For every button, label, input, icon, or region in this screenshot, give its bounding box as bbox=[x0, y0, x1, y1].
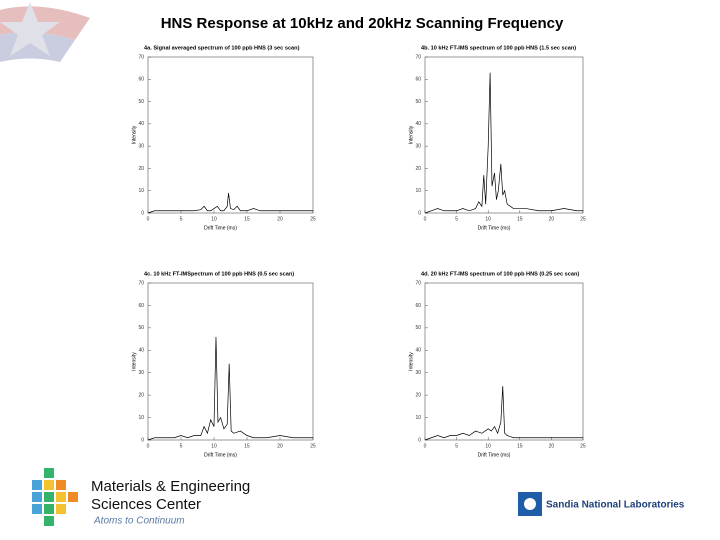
slide-title: HNS Response at 10kHz and 20kHz Scanning… bbox=[161, 15, 564, 32]
x-tick-label: 25 bbox=[310, 443, 316, 449]
y-axis-label: Intensity bbox=[131, 352, 137, 371]
footer-lab: Sandia National Laboratories bbox=[546, 500, 685, 511]
y-tick-label: 30 bbox=[415, 143, 421, 149]
x-tick-label: 10 bbox=[211, 216, 217, 222]
y-tick-label: 70 bbox=[415, 280, 421, 286]
chart-title: 4b. 10 kHz FT-IMS spectrum of 100 ppb HN… bbox=[421, 45, 576, 51]
x-tick-label: 10 bbox=[485, 216, 491, 222]
y-tick-label: 40 bbox=[415, 348, 421, 354]
x-tick-label: 10 bbox=[211, 443, 217, 449]
x-axis-label: Drift Time (ms) bbox=[204, 452, 237, 458]
y-tick-label: 50 bbox=[138, 325, 144, 331]
x-tick-label: 0 bbox=[424, 443, 427, 449]
sandia-logo bbox=[518, 492, 542, 516]
y-tick-label: 60 bbox=[138, 77, 144, 83]
x-tick-label: 5 bbox=[180, 216, 183, 222]
y-tick-label: 50 bbox=[415, 325, 421, 331]
x-tick-label: 10 bbox=[485, 443, 491, 449]
plot-frame bbox=[424, 56, 584, 214]
y-tick-label: 0 bbox=[418, 437, 421, 443]
x-tick-label: 0 bbox=[424, 216, 427, 222]
y-axis-label: Intensity bbox=[408, 125, 414, 144]
x-tick-label: 20 bbox=[277, 443, 283, 449]
y-tick-label: 10 bbox=[415, 415, 421, 421]
flag-star-logo bbox=[0, 2, 90, 62]
x-tick-label: 5 bbox=[180, 443, 183, 449]
y-axis-label: Intensity bbox=[408, 352, 414, 371]
y-tick-label: 70 bbox=[138, 280, 144, 286]
x-tick-label: 15 bbox=[517, 216, 523, 222]
spectrum-line bbox=[424, 386, 583, 441]
plot-frame bbox=[147, 56, 314, 214]
x-tick-label: 0 bbox=[147, 216, 150, 222]
x-tick-label: 20 bbox=[277, 216, 283, 222]
y-tick-label: 40 bbox=[138, 121, 144, 127]
y-tick-label: 20 bbox=[415, 166, 421, 172]
y-axis-label: Intensity bbox=[131, 125, 137, 144]
plot-frame bbox=[424, 282, 584, 441]
chart-title: 4d. 20 kHz FT-IMS spectrum of 100 ppb HN… bbox=[421, 271, 579, 277]
y-tick-label: 20 bbox=[415, 392, 421, 398]
footer-line2: Sciences Center bbox=[91, 496, 201, 513]
y-tick-label: 10 bbox=[415, 188, 421, 194]
spectrum-line bbox=[147, 336, 313, 441]
y-tick-label: 60 bbox=[138, 303, 144, 309]
y-tick-label: 50 bbox=[415, 99, 421, 105]
x-tick-label: 0 bbox=[147, 443, 150, 449]
x-axis-label: Drift Time (ms) bbox=[478, 452, 511, 458]
chart-title: 4a. Signal averaged spectrum of 100 ppb … bbox=[144, 45, 300, 51]
y-tick-label: 60 bbox=[415, 77, 421, 83]
y-tick-label: 40 bbox=[138, 348, 144, 354]
y-tick-label: 30 bbox=[415, 370, 421, 376]
mesc-logo bbox=[32, 468, 78, 526]
x-tick-label: 25 bbox=[310, 216, 316, 222]
x-tick-label: 15 bbox=[244, 443, 250, 449]
x-axis-label: Drift Time (ms) bbox=[204, 225, 237, 231]
y-tick-label: 30 bbox=[138, 143, 144, 149]
chart-title: 4c. 10 kHz FT-IMSpectrum of 100 ppb HNS … bbox=[144, 271, 294, 277]
x-tick-label: 25 bbox=[580, 216, 586, 222]
spectrum-line bbox=[424, 72, 583, 214]
y-tick-label: 70 bbox=[138, 54, 144, 60]
footer-tagline: Atoms to Continuum bbox=[93, 516, 185, 527]
y-tick-label: 40 bbox=[415, 121, 421, 127]
y-tick-label: 20 bbox=[138, 166, 144, 172]
y-tick-label: 30 bbox=[138, 370, 144, 376]
y-tick-label: 70 bbox=[415, 54, 421, 60]
y-tick-label: 20 bbox=[138, 392, 144, 398]
x-tick-label: 20 bbox=[549, 216, 555, 222]
y-tick-label: 0 bbox=[141, 210, 144, 216]
x-tick-label: 20 bbox=[549, 443, 555, 449]
spectrum-line bbox=[147, 192, 313, 214]
y-tick-label: 0 bbox=[141, 437, 144, 443]
x-axis-label: Drift Time (ms) bbox=[478, 225, 511, 231]
x-tick-label: 15 bbox=[517, 443, 523, 449]
x-tick-label: 25 bbox=[580, 443, 586, 449]
footer-line1: Materials & Engineering bbox=[91, 478, 250, 495]
y-tick-label: 60 bbox=[415, 303, 421, 309]
y-tick-label: 10 bbox=[138, 188, 144, 194]
x-tick-label: 15 bbox=[244, 216, 250, 222]
x-tick-label: 5 bbox=[455, 216, 458, 222]
y-tick-label: 0 bbox=[418, 210, 421, 216]
x-tick-label: 5 bbox=[455, 443, 458, 449]
plot-frame bbox=[147, 282, 314, 441]
y-tick-label: 10 bbox=[138, 415, 144, 421]
y-tick-label: 50 bbox=[138, 99, 144, 105]
